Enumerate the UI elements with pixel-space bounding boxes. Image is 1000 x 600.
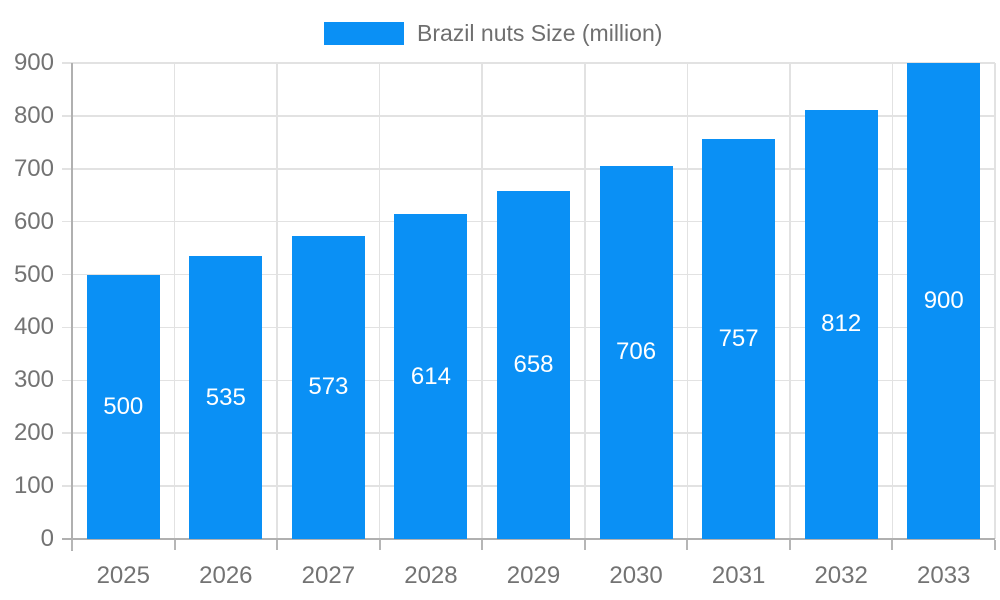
y-axis-tick-label: 400 [13,313,54,341]
y-axis-tick-label: 500 [13,260,54,288]
x-axis-tick [378,540,381,550]
bar-2025[interactable] [86,274,160,539]
bar-value-label: 535 [205,383,246,411]
x-axis-tick [788,540,791,550]
y-axis-tick-label: 100 [13,472,54,500]
bar-value-label: 573 [308,373,349,401]
bar-2027[interactable] [291,235,365,539]
x-axis-tick-label: 2026 [199,562,253,589]
bar-2029[interactable] [497,190,570,539]
x-axis-tick [276,540,279,550]
y-axis-tick-label: 300 [13,366,54,394]
v-gridline [994,63,996,539]
bar-value-label: 706 [616,338,657,366]
bar-value-label: 757 [718,324,759,352]
y-axis-line [71,63,73,551]
x-axis-tick-label: 2025 [96,562,150,589]
h-gridline [62,115,995,117]
x-axis-tick [71,540,73,550]
x-axis-tick [173,540,176,550]
legend-label: Brazil nuts Size (million) [417,20,663,46]
v-gridline [789,63,791,539]
h-gridline [62,62,995,64]
legend[interactable]: Brazil nuts Size (million) [324,18,662,48]
bar-2030[interactable] [599,165,673,539]
v-gridline [276,63,278,539]
bar-2031[interactable] [702,138,776,539]
x-axis-tick [686,540,689,550]
x-axis-tick [891,540,894,550]
x-axis-tick-label: 2031 [711,562,766,589]
x-axis-tick-label: 2028 [404,562,458,589]
bar-2028[interactable] [394,214,468,539]
bar-value-label: 658 [513,350,554,378]
v-gridline [173,63,176,539]
x-axis-tick [994,540,996,550]
bar-value-label: 614 [410,362,451,390]
y-axis-tick-label: 600 [13,207,54,235]
x-axis-tick [481,540,484,550]
y-axis-tick-label: 700 [13,154,54,182]
bar-value-label: 500 [103,392,144,420]
x-axis-line [62,538,995,540]
y-axis-tick-label: 0 [40,525,54,552]
y-axis-tick-label: 200 [13,419,54,447]
x-axis-tick [583,540,586,550]
legend-swatch-icon [324,21,404,45]
bar-2026[interactable] [189,256,263,539]
bar-2032[interactable] [804,109,878,539]
v-gridline [686,63,689,539]
x-axis-tick-label: 2032 [814,562,868,589]
v-gridline [583,63,586,539]
v-gridline [481,63,484,539]
bar-2033[interactable] [907,63,981,539]
x-axis-tick-label: 2030 [609,562,663,589]
bar-value-label: 812 [821,310,862,338]
y-axis-tick-label: 800 [13,101,54,129]
x-axis-tick-label: 2033 [917,562,971,589]
v-gridline [378,63,381,539]
x-axis-tick-label: 2029 [506,562,561,589]
h-gridline [62,167,995,170]
v-gridline [891,63,894,539]
x-axis-tick-label: 2027 [301,562,356,589]
bar-value-label: 900 [923,287,964,314]
y-axis-tick-label: 900 [13,49,54,76]
